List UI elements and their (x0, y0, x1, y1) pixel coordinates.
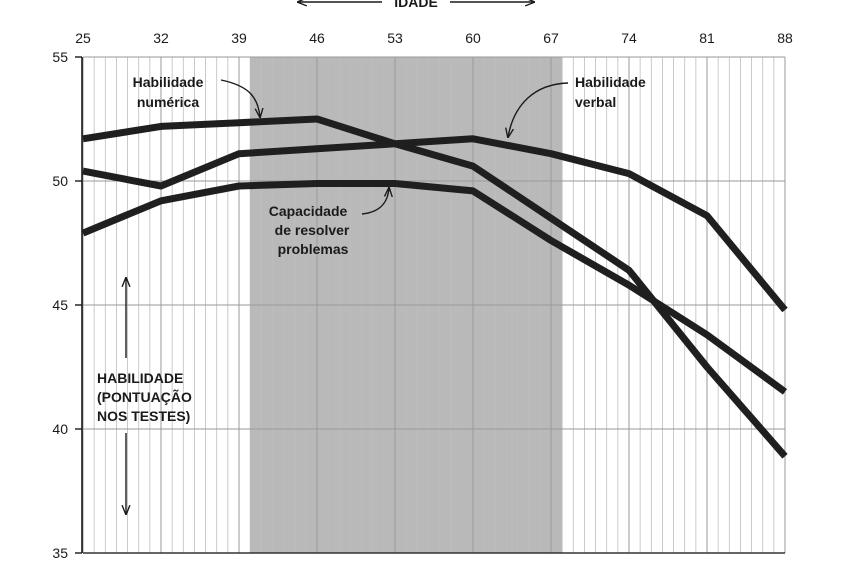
y-tick-label: 45 (52, 297, 68, 313)
y-axis-title-line-1: HABILIDADE (97, 370, 183, 386)
axis-layer: 25 32 39 46 53 60 67 74 81 88 35 40 45 50 55 (52, 30, 793, 561)
y-tick-label: 35 (52, 545, 68, 561)
x-tick-label: 88 (777, 30, 793, 46)
series-label-verbal-line-1: Habilidade (575, 74, 646, 90)
series-layer (81, 115, 788, 459)
series-line-numeric-ability (82, 115, 788, 459)
annotation-numeric: Habilidade numérica (133, 74, 260, 117)
series-label-problem-line-1: Capacidade (269, 203, 348, 219)
y-tick-label: 55 (52, 49, 68, 65)
series-line-verbal-ability (82, 135, 788, 313)
y-axis-title-line-3: NOS TESTES) (97, 408, 190, 424)
x-tick-label: 46 (309, 30, 325, 46)
x-tick-label: 60 (465, 30, 481, 46)
y-axis-title-group: HABILIDADE (PONTUAÇÃO NOS TESTES) (97, 278, 192, 514)
y-axis-title-line-2: (PONTUAÇÃO (97, 388, 192, 405)
x-tick-label: 39 (231, 30, 247, 46)
x-axis-title: IDADE (394, 0, 438, 10)
series-label-problem-line-2: de resolver (275, 222, 350, 238)
annotation-verbal: Habilidade verbal (508, 74, 646, 137)
x-tick-label: 25 (75, 30, 91, 46)
series-label-numeric-line-1: Habilidade (133, 74, 204, 90)
annotation-arrow-problem-solving (361, 188, 389, 215)
annotation-arrow-numeric (220, 79, 260, 117)
series-label-problem-line-3: problemas (278, 241, 349, 257)
annotation-arrow-verbal (508, 82, 569, 137)
x-tick-label: 67 (543, 30, 559, 46)
grid-layer (82, 56, 786, 554)
series-line-problem-solving (81, 180, 788, 395)
x-tick-label: 81 (699, 30, 715, 46)
y-tick-label: 40 (52, 421, 68, 437)
x-tick-label: 74 (621, 30, 637, 46)
x-axis-title-group: IDADE (298, 0, 534, 10)
annotation-problem-solving: Capacidade de resolver problemas (269, 188, 389, 257)
x-tick-label: 32 (153, 30, 169, 46)
x-tick-label: 53 (387, 30, 403, 46)
series-label-numeric-line-2: numérica (137, 94, 199, 110)
series-label-verbal-line-2: verbal (575, 94, 616, 110)
y-tick-label: 50 (52, 173, 68, 189)
